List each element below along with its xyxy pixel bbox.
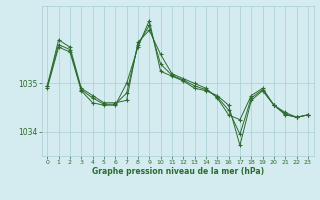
X-axis label: Graphe pression niveau de la mer (hPa): Graphe pression niveau de la mer (hPa) bbox=[92, 167, 264, 176]
